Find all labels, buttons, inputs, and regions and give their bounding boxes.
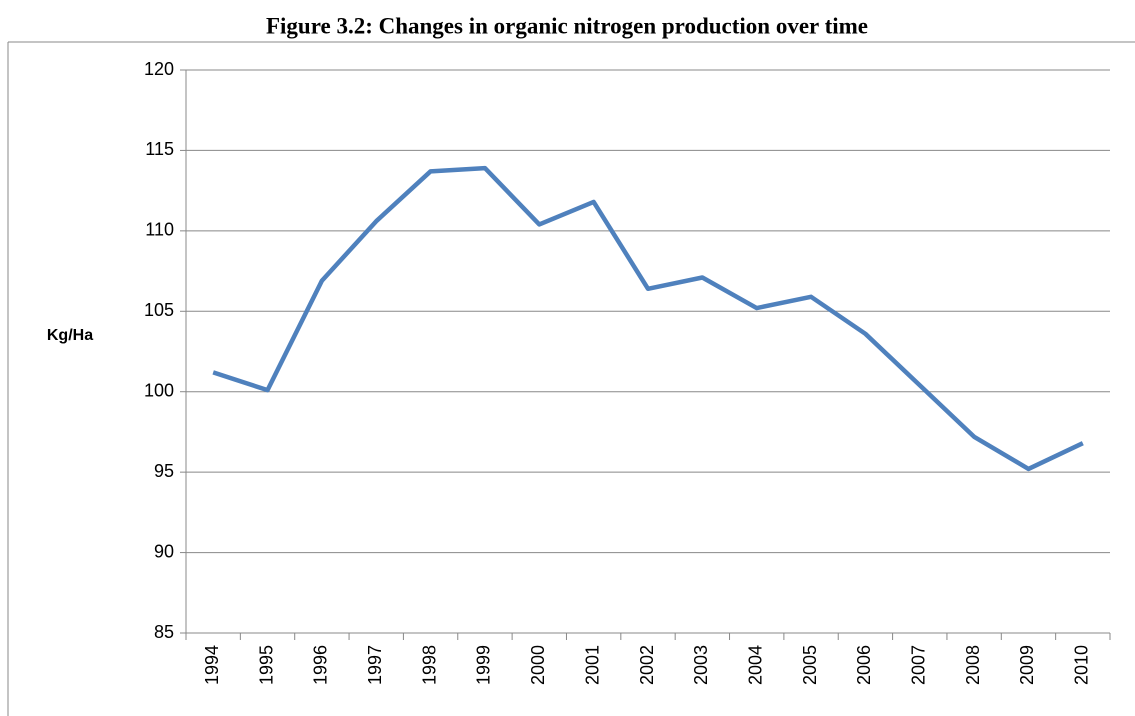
x-tick-label: 2002 <box>637 645 657 685</box>
y-tick-label: 110 <box>145 220 174 240</box>
x-tick-label: 1997 <box>365 645 385 685</box>
y-tick-label: 105 <box>144 300 174 320</box>
x-tick-label: 2001 <box>582 645 602 685</box>
x-tick-label: 2009 <box>1017 645 1037 685</box>
x-tick-label: 2010 <box>1072 645 1092 685</box>
x-tick-label: 2006 <box>854 645 874 685</box>
x-tick-label: 2004 <box>745 645 765 685</box>
y-axis-label: Kg/Ha <box>47 327 93 344</box>
y-tick-label: 100 <box>144 380 174 400</box>
y-tick-label: 120 <box>144 59 174 79</box>
y-tick-label: 90 <box>154 541 174 561</box>
x-tick-label: 2000 <box>528 645 548 685</box>
x-tick-label: 2008 <box>963 645 983 685</box>
x-tick-label: 1994 <box>202 645 222 685</box>
x-tick-label: 1998 <box>419 645 439 685</box>
x-tick-label: 2005 <box>800 645 820 685</box>
chart-title: Figure 3.2: Changes in organic nitrogen … <box>266 13 868 38</box>
y-tick-label: 115 <box>145 139 174 159</box>
y-tick-label: 95 <box>154 461 174 481</box>
line-series <box>212 165 1084 472</box>
x-tick-label: 1995 <box>256 645 276 685</box>
y-tick-label: 85 <box>154 622 174 642</box>
x-tick-label: 1999 <box>474 645 494 685</box>
x-tick-label: 1996 <box>311 645 331 685</box>
x-tick-label: 2003 <box>691 645 711 685</box>
x-tick-label: 2007 <box>909 645 929 685</box>
